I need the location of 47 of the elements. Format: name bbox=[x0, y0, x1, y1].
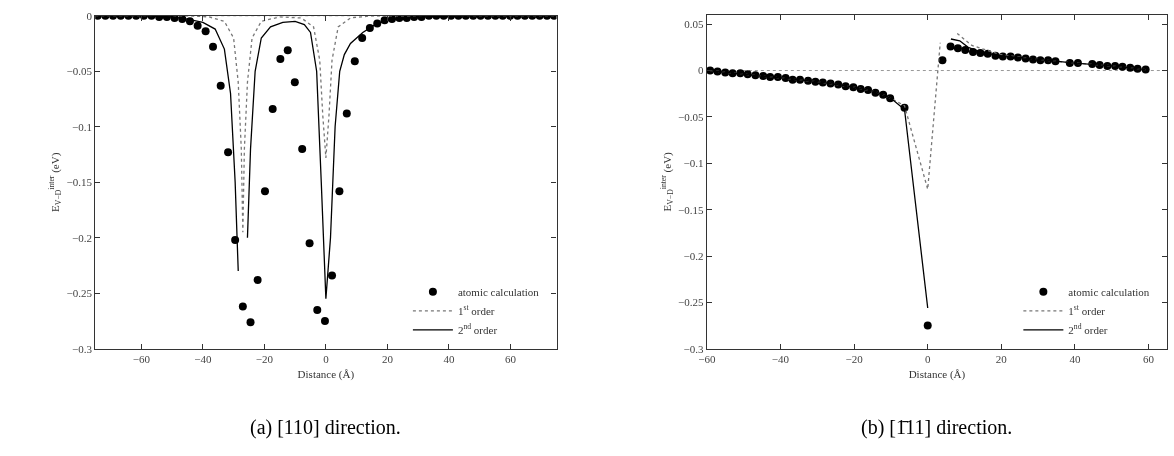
x-tick-label: 20 bbox=[995, 353, 1008, 366]
legend-label: 2$^{nd}$ order bbox=[457, 322, 498, 337]
y-tick-label: −0.05 bbox=[678, 110, 705, 123]
point bbox=[923, 321, 932, 330]
x-axis-title: Distance (Å) bbox=[908, 368, 966, 382]
point bbox=[946, 42, 955, 51]
y-tick-label: 0 bbox=[86, 9, 93, 22]
legend-label: atomic calculation bbox=[457, 286, 540, 299]
point bbox=[953, 44, 962, 53]
x-tick-label: 40 bbox=[443, 353, 455, 366]
y-tick-label: −0.25 bbox=[678, 296, 705, 309]
y-tick-label: −0.3 bbox=[683, 342, 705, 355]
y-tick-label: 0 bbox=[698, 64, 705, 77]
point bbox=[1103, 61, 1112, 70]
x-tick-label: −20 bbox=[845, 353, 864, 366]
y-tick-label: 0.05 bbox=[684, 18, 705, 30]
y-tick-label: −0.1 bbox=[71, 120, 92, 133]
x-tick-label: 20 bbox=[381, 353, 394, 366]
legend-label: 2$^{nd}$ order bbox=[1068, 322, 1108, 337]
y-tick-label: −0.1 bbox=[683, 157, 704, 170]
x-axis-title: Distance (Å) bbox=[297, 368, 355, 382]
x-tick-label: 0 bbox=[924, 353, 931, 366]
y-tick-label: −0.2 bbox=[683, 249, 704, 262]
x-tick-label: 60 bbox=[504, 353, 517, 366]
point bbox=[961, 46, 970, 55]
text: (a) [110] direction. bbox=[250, 416, 401, 439]
y-tick-label: −0.2 bbox=[71, 231, 92, 244]
point bbox=[938, 56, 947, 65]
x-tick-label: −60 bbox=[132, 353, 151, 366]
y-tick-label: −0.25 bbox=[66, 287, 93, 300]
legend-label: atomic calculation bbox=[1068, 286, 1150, 299]
point bbox=[1141, 65, 1150, 74]
x-tick-label: −40 bbox=[194, 353, 212, 366]
legend-label: 1$^{st}$ order bbox=[1068, 303, 1106, 318]
y-tick-label: −0.15 bbox=[66, 176, 93, 189]
x-tick-label: 0 bbox=[323, 353, 330, 366]
y-tick-label: −0.05 bbox=[66, 65, 93, 78]
x-tick-label: 40 bbox=[1069, 353, 1081, 366]
point bbox=[1088, 60, 1097, 69]
y-tick-label: −0.3 bbox=[71, 342, 93, 355]
x-tick-label: 60 bbox=[1143, 353, 1155, 366]
y-tick-label: −0.15 bbox=[678, 203, 705, 216]
x-tick-label: −20 bbox=[255, 353, 274, 366]
x-tick-label: −40 bbox=[771, 353, 790, 366]
legend-label: 1$^{st}$ order bbox=[457, 303, 495, 318]
x-tick-label: −60 bbox=[698, 353, 716, 366]
text: (b) [1̄11] direction. bbox=[861, 416, 1013, 439]
